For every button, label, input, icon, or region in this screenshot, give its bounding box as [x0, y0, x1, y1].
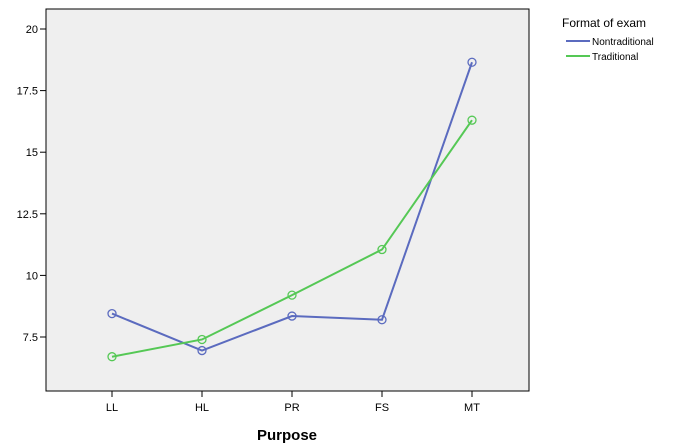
data-point-nontraditional-fs — [377, 315, 387, 325]
y-tick-label: 17.5 — [17, 86, 38, 98]
legend: Format of exam Nontraditional Traditional — [562, 16, 654, 63]
y-tick-label: 20 — [26, 24, 38, 36]
legend-title: Format of exam — [562, 16, 646, 30]
data-point-nontraditional-mt — [467, 57, 477, 67]
series-layer — [107, 57, 477, 362]
data-point-traditional-fs — [377, 244, 387, 255]
x-tick-label-ll: LL — [106, 402, 118, 414]
y-tick-label: 7.5 — [23, 332, 38, 344]
x-axis: LL HL PR FS MT — [106, 391, 480, 414]
series-line-traditional — [111, 119, 473, 358]
data-point-traditional-ll — [107, 352, 117, 362]
x-tick-label-hl: HL — [195, 402, 209, 414]
x-tick-label-fs: FS — [375, 402, 389, 414]
y-tick-label: 15 — [26, 147, 38, 159]
data-point-nontraditional-ll — [107, 308, 117, 319]
data-point-traditional-hl — [197, 334, 207, 345]
y-axis: 7.5 10 12.5 15 17.5 20 — [17, 24, 46, 344]
data-point-nontraditional-hl — [197, 345, 207, 356]
data-point-nontraditional-pr — [287, 311, 297, 321]
y-tick-label: 12.5 — [17, 209, 38, 221]
legend-label-traditional: Traditional — [592, 52, 638, 63]
series-line-nontraditional — [111, 61, 473, 352]
plot-area — [45, 8, 530, 392]
y-tick-label: 10 — [26, 270, 38, 282]
legend-label-nontraditional: Nontraditional — [592, 37, 654, 48]
x-tick-label-pr: PR — [284, 402, 299, 414]
data-point-traditional-mt — [467, 115, 477, 125]
data-point-traditional-pr — [287, 290, 297, 300]
x-tick-label-mt: MT — [464, 402, 480, 414]
x-axis-title: Purpose — [257, 427, 317, 444]
